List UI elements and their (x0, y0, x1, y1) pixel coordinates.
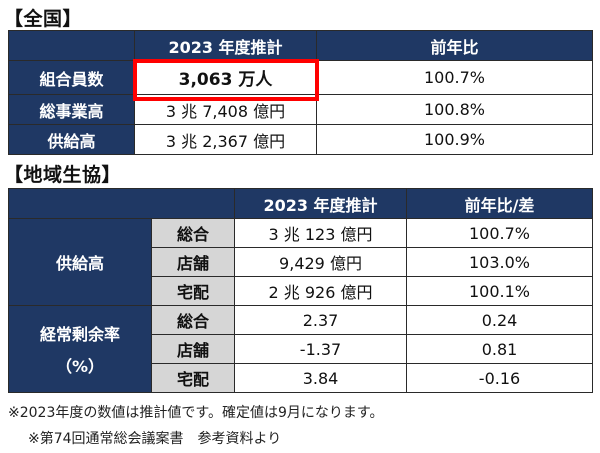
table-row: 宅配 2 兆 926 億円 100.1% (9, 276, 593, 306)
total-business-ratio: 100.8% (316, 94, 593, 125)
sub-label-delivery: 宅配 (151, 363, 235, 393)
header-blank (8, 188, 235, 219)
national-table: 2023 年度推計 前年比 組合員数 3,063 万人 100.7% 総事業高 … (8, 30, 593, 155)
header-estimate: 2023 年度推計 (134, 30, 317, 61)
sub-label-store: 店舗 (151, 334, 235, 364)
section-heading-national: 【全国】 (4, 8, 83, 30)
supply-total-value: 3 兆 123 億円 (234, 218, 407, 248)
surplus-store-value: -1.37 (234, 334, 407, 364)
sub-label-total: 総合 (151, 305, 235, 335)
table-row: 総事業高 3 兆 7,408 億円 100.8% (8, 94, 593, 125)
sub-label-total: 総合 (151, 218, 235, 248)
surplus-delivery-value: 3.84 (234, 363, 407, 393)
group-label-surplus-rate-unit: （%） (55, 357, 105, 376)
supply-delivery-ratio: 100.1% (406, 276, 593, 306)
supply-store-value: 9,429 億円 (234, 247, 407, 277)
header-blank (8, 30, 135, 61)
section-heading-regional: 【地域生協】 (4, 164, 122, 186)
header-yoy: 前年比 (316, 30, 593, 61)
row-label-members: 組合員数 (8, 60, 135, 95)
sub-label-delivery: 宅配 (151, 276, 235, 306)
supply-value: 3 兆 2,367 億円 (134, 124, 317, 155)
regional-table: 2023 年度推計 前年比/差 供給高 総合 3 兆 123 億円 100.7%… (8, 188, 593, 393)
footnote-estimate: ※2023年度の数値は推計値です。確定値は9月になります。 (8, 405, 384, 421)
table-row: 供給高 総合 3 兆 123 億円 100.7% (8, 218, 593, 306)
surplus-total-diff: 0.24 (406, 305, 593, 335)
supply-ratio: 100.9% (316, 124, 593, 155)
footnote-source: ※第74回通常総会議案書 参考資料より (28, 431, 282, 447)
table-row: 供給高 3 兆 2,367 億円 100.9% (8, 124, 593, 155)
highlight-box (133, 59, 319, 101)
group-label-supply: 供給高 (8, 218, 152, 306)
row-label-total-business: 総事業高 (8, 94, 135, 125)
surplus-store-diff: 0.81 (406, 334, 593, 364)
table-row: 宅配 3.84 -0.16 (9, 363, 593, 393)
header-estimate: 2023 年度推計 (234, 188, 407, 219)
supply-total-ratio: 100.7% (406, 218, 593, 248)
table-row: 経常剰余率 （%） 総合 2.37 0.24 (8, 305, 593, 393)
members-ratio: 100.7% (316, 60, 593, 95)
surplus-total-value: 2.37 (234, 305, 407, 335)
row-label-supply: 供給高 (8, 124, 135, 155)
table-row: 組合員数 3,063 万人 100.7% (8, 60, 593, 95)
sub-label-store: 店舗 (151, 247, 235, 277)
group-label-surplus-rate: 経常剰余率 （%） (8, 305, 152, 393)
surplus-delivery-diff: -0.16 (406, 363, 593, 393)
supply-delivery-value: 2 兆 926 億円 (234, 276, 407, 306)
group-label-surplus-rate-line1: 経常剰余率 (39, 325, 120, 344)
header-yoy-diff: 前年比/差 (406, 188, 593, 219)
supply-store-ratio: 103.0% (406, 247, 593, 277)
